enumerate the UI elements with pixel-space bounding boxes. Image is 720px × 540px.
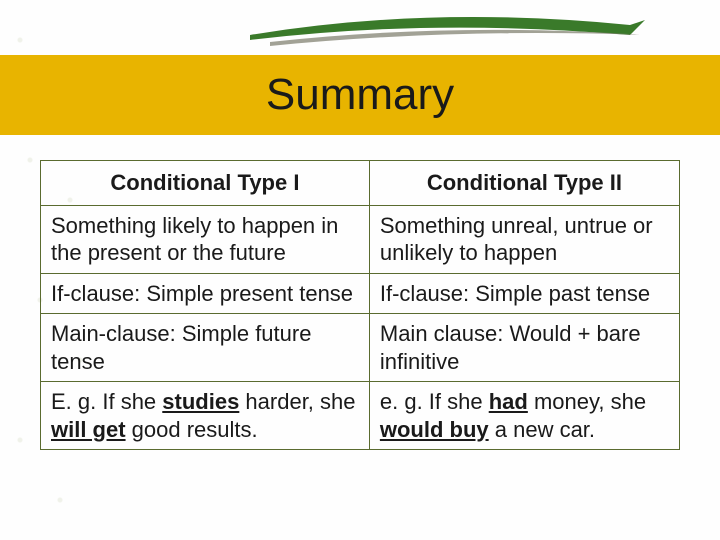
eg2-em2: would buy — [380, 417, 489, 442]
eg2-mid: money, she — [528, 389, 646, 414]
eg1-suffix: good results. — [126, 417, 258, 442]
cell-ifclause-1: If-clause: Simple present tense — [41, 273, 370, 314]
table-header-row: Conditional Type I Conditional Type II — [41, 161, 680, 206]
cell-ifclause-2: If-clause: Simple past tense — [369, 273, 679, 314]
eg1-prefix: E. g. If she — [51, 389, 162, 414]
table-row: If-clause: Simple present tense If-claus… — [41, 273, 680, 314]
eg2-em1: had — [489, 389, 528, 414]
header-type-2: Conditional Type II — [369, 161, 679, 206]
eg1-em2: will get — [51, 417, 126, 442]
cell-example-2: e. g. If she had money, she would buy a … — [369, 382, 679, 450]
cell-unreal: Something unreal, untrue or unlikely to … — [369, 205, 679, 273]
eg1-mid: harder, she — [239, 389, 355, 414]
header-type-1: Conditional Type I — [41, 161, 370, 206]
table-row: Main-clause: Simple future tense Main cl… — [41, 314, 680, 382]
title-band: Summary — [0, 55, 720, 135]
cell-mainclause-2: Main clause: Would + bare infinitive — [369, 314, 679, 382]
comparison-table: Conditional Type I Conditional Type II S… — [40, 160, 680, 450]
cell-mainclause-1: Main-clause: Simple future tense — [41, 314, 370, 382]
comparison-table-wrap: Conditional Type I Conditional Type II S… — [40, 160, 680, 450]
table-row: E. g. If she studies harder, she will ge… — [41, 382, 680, 450]
table-row: Something likely to happen in the presen… — [41, 205, 680, 273]
swoosh-decoration — [250, 10, 690, 50]
page-title: Summary — [266, 70, 454, 120]
cell-example-1: E. g. If she studies harder, she will ge… — [41, 382, 370, 450]
eg2-prefix: e. g. If she — [380, 389, 489, 414]
eg2-suffix: a new car. — [489, 417, 595, 442]
cell-likely: Something likely to happen in the presen… — [41, 205, 370, 273]
eg1-em1: studies — [162, 389, 239, 414]
